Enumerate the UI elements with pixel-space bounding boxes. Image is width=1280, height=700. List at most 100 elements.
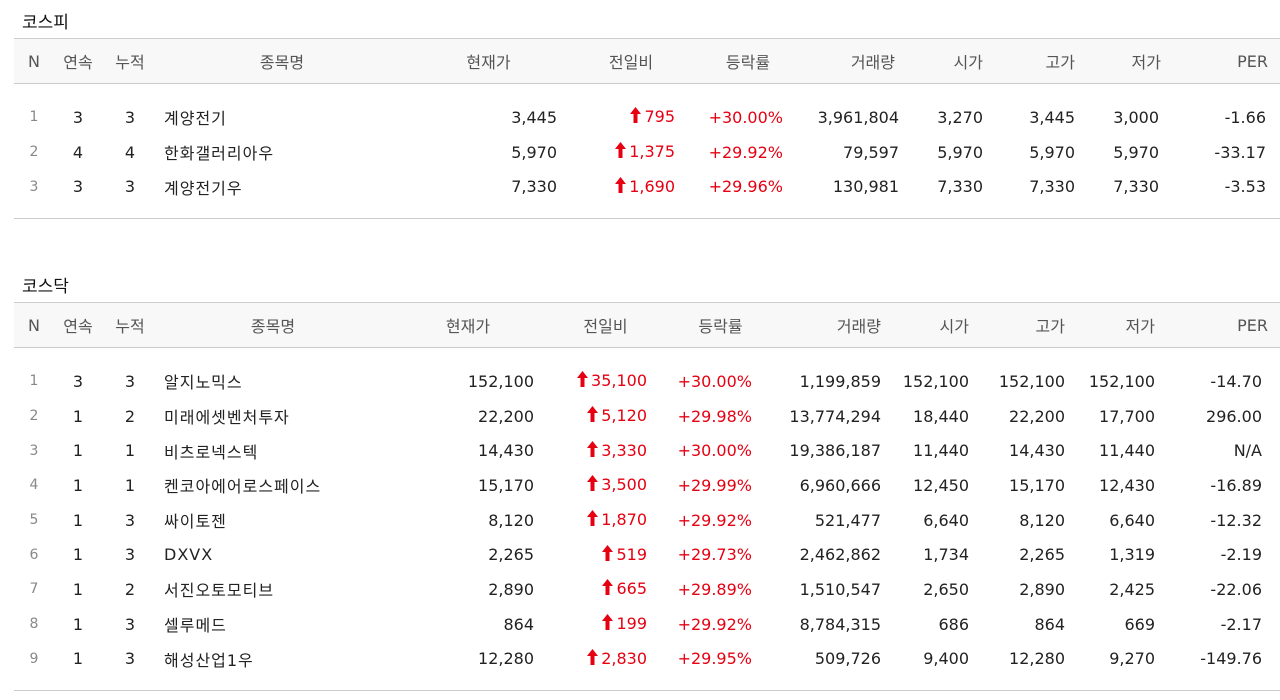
stock-name-link[interactable]: 비츠로넥스텍 — [164, 442, 259, 462]
cumulative-days: 3 — [124, 510, 136, 530]
per-value: -149.76 — [1200, 649, 1262, 669]
open-price: 2,650 — [923, 579, 969, 599]
col-change-header: 전일비 — [548, 302, 663, 348]
price-change-value: 1,870 — [601, 510, 647, 530]
table-row: 5 1 3 싸이토젠 8,120 1,870 +29.92% 521,477 6,640 8,12… — [14, 503, 1280, 538]
cumulative-days: 4 — [124, 142, 136, 162]
price-change: 1,870 — [548, 503, 663, 538]
per-value: -2.17 — [1220, 614, 1262, 634]
per-value: -14.70 — [1210, 371, 1262, 391]
stock-name-link[interactable]: DXVX — [164, 545, 214, 565]
change-rate: +29.73% — [677, 545, 752, 565]
kospi-header-row: N 연속 누적 종목명 현재가 전일비 등락률 거래량 시가 고가 저가 PER — [14, 38, 1280, 84]
col-stock-name-header: 종목명 — [158, 38, 406, 84]
current-price: 14,430 — [478, 441, 534, 461]
cumulative-days: 2 — [124, 406, 136, 426]
per-value: N/A — [1233, 441, 1262, 461]
spacer-cell — [14, 348, 1280, 365]
change-rate: +29.98% — [677, 406, 752, 426]
table-row: 3 3 3 계양전기우 7,330 1,690 +29.96% 130,981 7,330 7,3… — [14, 169, 1280, 204]
stock-name-link[interactable]: 셀루메드 — [164, 616, 227, 636]
change-rate: +29.92% — [677, 510, 752, 530]
stock-name-link[interactable]: 알지노믹스 — [164, 373, 243, 393]
current-price: 7,330 — [511, 177, 557, 197]
arrow-up-icon — [602, 614, 614, 634]
cumulative-days: 3 — [124, 614, 136, 634]
trading-volume: 8,784,315 — [799, 614, 881, 634]
row-number: 4 — [29, 477, 39, 494]
low-price: 11,440 — [1099, 441, 1155, 461]
price-change: 795 — [571, 100, 691, 135]
col-price-header: 현재가 — [406, 38, 571, 84]
arrow-up-icon — [587, 475, 599, 495]
high-price: 152,100 — [998, 371, 1065, 391]
trading-volume: 79,597 — [843, 142, 899, 162]
col-high-header: 고가 — [981, 302, 1075, 348]
stock-name-link[interactable]: 계양전기우 — [164, 178, 243, 198]
stock-name-link[interactable]: 미래에셋벤처투자 — [164, 408, 290, 428]
open-price: 18,440 — [913, 406, 969, 426]
stock-name-link[interactable]: 해성산업1우 — [164, 650, 254, 670]
trading-volume: 1,510,547 — [799, 579, 881, 599]
change-rate: +29.99% — [677, 475, 752, 495]
kosdaq-section-title: 코스닥 — [22, 277, 69, 297]
kospi-table-body: 1 3 3 계양전기 3,445 795 +30.00% 3,961,804 3,270 3,44… — [14, 84, 1280, 220]
stock-name-link[interactable]: 계양전기 — [164, 109, 227, 129]
current-price: 8,120 — [488, 510, 534, 530]
open-price: 1,734 — [923, 545, 969, 565]
arrow-up-icon — [577, 371, 589, 391]
col-rate-header: 등락률 — [663, 302, 778, 348]
price-change: 35,100 — [548, 364, 663, 399]
streak-days: 1 — [72, 441, 84, 461]
low-price: 2,425 — [1109, 579, 1155, 599]
stock-name-link[interactable]: 켄코아에어로스페이스 — [164, 477, 322, 497]
open-price: 5,970 — [937, 142, 983, 162]
price-change: 3,330 — [548, 433, 663, 468]
open-price: 6,640 — [923, 510, 969, 530]
per-value: -22.06 — [1210, 579, 1262, 599]
col-volume-header: 거래량 — [778, 302, 891, 348]
per-value: -12.32 — [1210, 510, 1262, 530]
spacer-row — [14, 348, 1280, 365]
col-streak-header: 연속 — [54, 302, 102, 348]
open-price: 686 — [938, 614, 969, 634]
price-change-value: 35,100 — [591, 371, 647, 391]
price-change: 199 — [548, 607, 663, 642]
cumulative-days: 3 — [124, 649, 136, 669]
row-number: 1 — [29, 109, 39, 126]
low-price: 152,100 — [1088, 371, 1155, 391]
col-stock-name-header: 종목명 — [158, 302, 388, 348]
row-number: 7 — [29, 581, 39, 598]
col-change-header: 전일비 — [571, 38, 691, 84]
arrow-up-icon — [587, 648, 599, 669]
trading-volume: 1,199,859 — [799, 371, 881, 391]
col-low-header: 저가 — [1085, 38, 1173, 84]
high-price: 2,265 — [1019, 545, 1065, 565]
kosdaq-table-body: 1 3 3 알지노믹스 152,100 35,100 +30.00% 1,199,859 152… — [14, 348, 1280, 692]
col-open-header: 시가 — [891, 302, 981, 348]
stock-name-link[interactable]: 한화갤러리아우 — [164, 144, 275, 164]
high-price: 3,445 — [1029, 107, 1075, 127]
open-price: 3,270 — [937, 107, 983, 127]
current-price: 22,200 — [478, 406, 534, 426]
col-rate-header: 등락률 — [691, 38, 805, 84]
arrow-up-icon — [615, 142, 627, 162]
trading-volume: 13,774,294 — [789, 406, 881, 426]
price-change: 2,830 — [548, 642, 663, 677]
table-row: 9 1 3 해성산업1우 12,280 2,830 +29.95% 509,726 9,400 1… — [14, 642, 1280, 677]
trading-volume: 2,462,862 — [799, 545, 881, 565]
per-value: -16.89 — [1210, 475, 1262, 495]
table-row: 3 1 1 비츠로넥스텍 14,430 3,330 +30.00% 19,386,187 11,… — [14, 433, 1280, 468]
kosdaq-table: N 연속 누적 종목명 현재가 전일비 등락률 거래량 시가 고가 저가 PER 1 3 3 알지노믹스 15… — [14, 302, 1280, 692]
cumulative-days: 1 — [124, 441, 136, 461]
stock-name-link[interactable]: 서진오토모티브 — [164, 581, 275, 601]
high-price: 5,970 — [1029, 142, 1075, 162]
col-per-header: PER — [1173, 38, 1280, 84]
price-change-value: 665 — [616, 579, 647, 599]
spacer-row — [14, 84, 1280, 101]
row-number: 8 — [29, 616, 39, 633]
stock-name-link[interactable]: 싸이토젠 — [164, 512, 227, 532]
trading-volume: 509,726 — [814, 649, 881, 669]
current-price: 152,100 — [467, 371, 534, 391]
price-change-value: 5,120 — [601, 406, 647, 426]
